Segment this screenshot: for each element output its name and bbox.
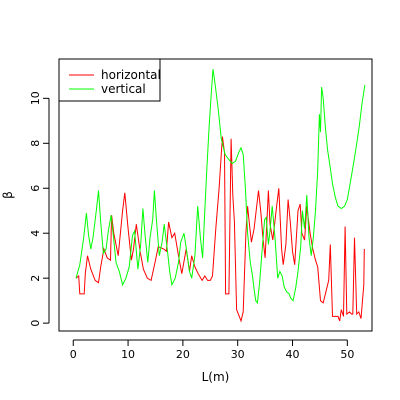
- x-tick-label: 40: [286, 348, 300, 361]
- x-tick-label: 20: [176, 348, 190, 361]
- plot-box: [58, 58, 373, 332]
- x-tick-label: 50: [340, 348, 354, 361]
- x-tick-label: 30: [231, 348, 245, 361]
- y-tick-label: 2: [29, 275, 42, 282]
- legend-label-horizontal: horizontal: [101, 68, 161, 82]
- series-line-vertical: [75, 69, 366, 305]
- legend-label-vertical: vertical: [101, 82, 146, 96]
- legend-box: [58, 58, 161, 102]
- x-tick-label: 10: [121, 348, 135, 361]
- y-tick-label: 10: [29, 91, 42, 105]
- y-tick-label: 8: [29, 140, 42, 147]
- y-tick-label: 4: [29, 230, 42, 237]
- y-axis: 0 2 4 6 8 10: [29, 91, 50, 327]
- y-tick-label: 6: [29, 185, 42, 192]
- series-layer: [75, 69, 366, 323]
- x-axis-title: L(m): [202, 370, 230, 384]
- legend: horizontal vertical: [58, 58, 161, 102]
- series-line-horizontal: [75, 136, 365, 323]
- x-axis: 0 10 20 30 40 50: [70, 339, 354, 361]
- x-tick-label: 0: [70, 348, 77, 361]
- y-axis-title: β: [1, 191, 15, 199]
- y-tick-label: 0: [29, 320, 42, 327]
